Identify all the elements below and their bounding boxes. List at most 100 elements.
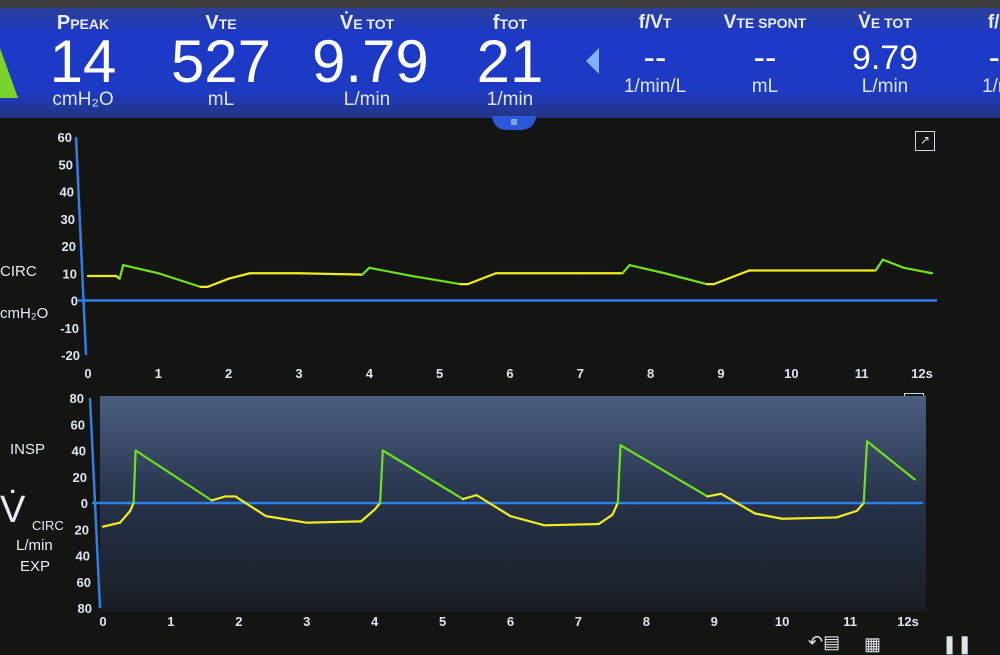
- param-label: f/V: [987, 12, 1000, 33]
- pressure-trace-segment: [663, 272, 709, 286]
- pressure-xtick: 10: [784, 366, 798, 381]
- expand-icon: ↗: [919, 133, 931, 147]
- pressure-trace-segment: [410, 274, 462, 286]
- param-secondary-1[interactable]: VTE SPONT -- mL: [710, 12, 820, 97]
- scroll-left-arrow-icon[interactable]: [586, 48, 599, 74]
- param-params-3[interactable]: fTOT 21 1/min: [455, 12, 565, 110]
- pressure-trace-segment: [297, 272, 364, 276]
- flow-trace-segment: [373, 501, 382, 511]
- pressure-trace-segment: [881, 258, 905, 269]
- param-unit: 1/min: [486, 89, 534, 110]
- flow-xtick: 11: [843, 614, 857, 629]
- flow-ytick: 0: [81, 496, 88, 511]
- param-params-1[interactable]: VTE 527 mL: [166, 12, 276, 110]
- flow-xtick: 7: [575, 614, 582, 629]
- flow-xtick: 4: [371, 614, 379, 629]
- param-value: 9.79: [851, 39, 919, 77]
- freeze-icon[interactable]: ↶▤: [808, 632, 841, 652]
- param-value: --: [643, 39, 667, 77]
- pressure-ytick: 40: [60, 185, 74, 200]
- flow-xtick: 12s: [897, 614, 919, 629]
- flow-trace-segment: [359, 508, 376, 523]
- pressure-ytick: 60: [58, 130, 72, 145]
- pause-icon[interactable]: ❚❚: [942, 634, 973, 654]
- pressure-ytick: 10: [63, 266, 77, 281]
- param-unit: mL: [207, 89, 235, 110]
- flow-trace-segment: [543, 522, 600, 527]
- param-value: --: [753, 39, 777, 77]
- pressure-xtick: 4: [366, 366, 374, 381]
- param-value: 21: [476, 28, 544, 95]
- keyboard-icon[interactable]: ▦: [864, 634, 882, 654]
- flow-trace-segment: [305, 520, 363, 524]
- flow-ytick: 60: [71, 417, 85, 432]
- flow-trace-segment: [616, 444, 622, 505]
- param-label: PPEAK: [56, 12, 110, 34]
- flow-trace-segment: [781, 516, 838, 520]
- flow-trace-segment: [132, 449, 137, 505]
- param-unit: 1/mi: [982, 76, 1000, 97]
- param-label: V̇E TOT: [858, 12, 912, 33]
- pressure-trace-segment: [227, 272, 251, 280]
- pressure-xtick: 6: [506, 366, 513, 381]
- flow-trace-segment: [461, 494, 478, 501]
- pressure-trace-segment: [122, 263, 160, 275]
- flow-exp-label: EXP: [20, 558, 51, 575]
- flow-trace-segment: [475, 494, 512, 518]
- param-label: fTOT: [492, 12, 528, 34]
- flow-xtick: 1: [167, 614, 174, 629]
- param-unit: mL: [751, 76, 779, 97]
- flow-trace-segment: [835, 509, 858, 519]
- flow-trace-segment: [264, 515, 308, 524]
- pressure-trace-segment: [157, 272, 202, 288]
- pressure-xtick: 11: [855, 366, 869, 381]
- flow-trace-segment: [134, 449, 213, 502]
- param-unit: L/min: [861, 76, 909, 97]
- pressure-xtick: 0: [84, 366, 91, 381]
- flow-trace-segment: [619, 444, 709, 498]
- param-params-0[interactable]: PPEAK 14 cmH₂O: [28, 12, 138, 110]
- pressure-trace-segment: [621, 263, 631, 275]
- pressure-trace-segment: [206, 277, 230, 288]
- pressure-expand-button[interactable]: ↗: [915, 131, 935, 151]
- param-value: --: [988, 39, 1000, 77]
- flow-trace-segment: [862, 440, 869, 505]
- flow-trace-segment: [381, 449, 465, 501]
- flow-trace-segment: [706, 492, 723, 498]
- pressure-y-axis: [74, 136, 88, 356]
- param-unit: L/min: [343, 89, 391, 110]
- param-value: 9.79: [312, 28, 429, 95]
- pressure-trace-segment: [902, 266, 934, 275]
- flow-ytick: 40: [72, 444, 86, 459]
- param-unit: cmH₂O: [52, 89, 114, 110]
- pressure-ytick: 30: [61, 212, 75, 227]
- flow-xtick: 8: [643, 614, 650, 629]
- flow-trace-segment: [129, 501, 135, 512]
- pressure-trace-segment: [368, 266, 413, 278]
- flow-xtick: 0: [99, 614, 106, 629]
- pressure-trace-segment: [118, 263, 125, 280]
- pressure-ylabel: CIRC: [0, 263, 37, 280]
- flow-unit: L/min: [16, 537, 53, 554]
- param-params-2[interactable]: V̇E TOT 9.79 L/min: [312, 12, 429, 110]
- param-label: V̇E TOT: [339, 12, 395, 34]
- flow-xtick: 10: [775, 614, 789, 629]
- param-secondary-3[interactable]: f/V -- 1/mi: [945, 12, 1000, 97]
- flow-trace-segment: [719, 492, 757, 515]
- flow-trace-segment: [379, 449, 384, 505]
- param-secondary-2[interactable]: V̇E TOT 9.79 L/min: [830, 12, 940, 97]
- flow-xtick: 6: [507, 614, 514, 629]
- pressure-ytick: -10: [60, 321, 79, 336]
- flow-xtick: 2: [235, 614, 242, 629]
- flow-symbol: V̇: [0, 489, 26, 531]
- header-handle[interactable]: ≡: [492, 116, 536, 130]
- pressure-xtick: 9: [717, 366, 724, 381]
- pressure-xtick: 2: [225, 366, 232, 381]
- param-secondary-0[interactable]: f/VT -- 1/min/L: [600, 12, 710, 97]
- flow-xtick: 3: [303, 614, 310, 629]
- flow-trace-segment: [611, 501, 619, 516]
- pressure-ytick: 20: [62, 239, 76, 254]
- flow-trace-segment: [865, 440, 916, 481]
- flow-trace-segment: [753, 512, 784, 520]
